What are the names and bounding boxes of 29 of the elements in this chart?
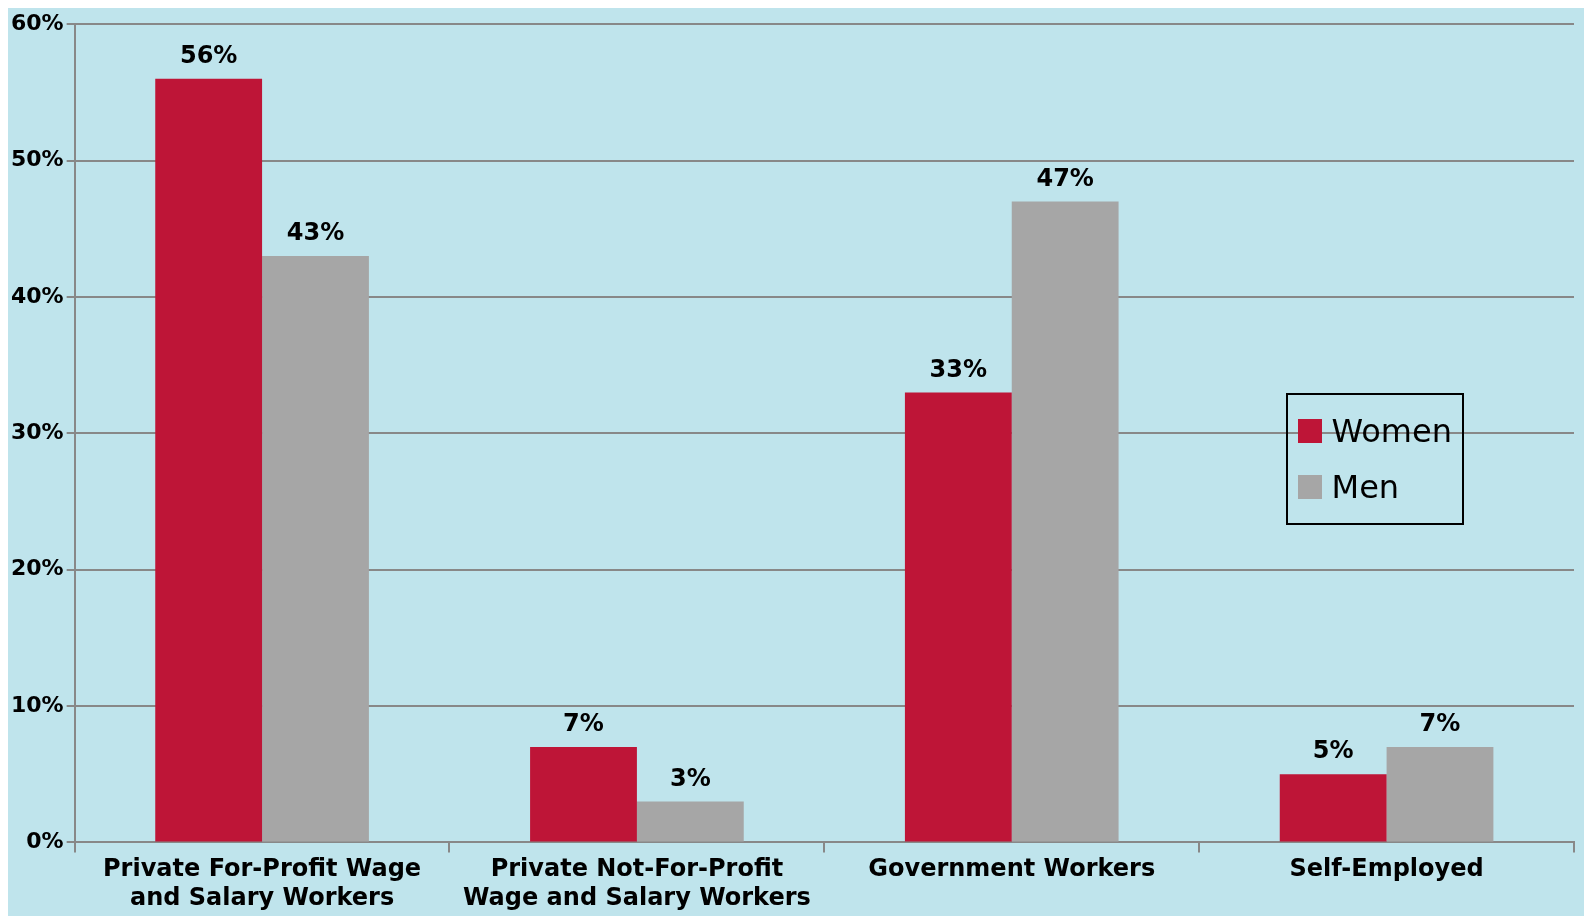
legend-label: Men <box>1331 467 1400 508</box>
data-label: 43% <box>286 218 345 247</box>
data-label: 3% <box>669 763 711 792</box>
x-tick-label: Government Workers <box>868 854 1156 883</box>
y-tick-label: 50% <box>10 146 64 172</box>
legend-label: Women <box>1331 411 1452 452</box>
data-label: 33% <box>929 354 988 383</box>
data-label: 47% <box>1036 163 1094 192</box>
y-tick-label: 10% <box>10 691 64 717</box>
data-label: 56% <box>179 40 238 69</box>
data-label: 7% <box>1419 709 1461 738</box>
bar <box>636 801 744 842</box>
data-label: 7% <box>563 709 604 738</box>
data-label: 5% <box>1312 736 1354 765</box>
y-tick-label: 60% <box>10 9 64 35</box>
bar <box>155 78 263 842</box>
y-tick-label: 0% <box>26 828 64 854</box>
y-tick-label: 40% <box>10 282 64 308</box>
bar <box>530 746 637 842</box>
x-tick-label: Private Not-For-Profit Wage and Salary Workers <box>462 854 811 911</box>
y-tick-label: 30% <box>10 419 64 445</box>
bar <box>1386 746 1494 842</box>
bar <box>904 392 1012 842</box>
bar <box>1279 774 1387 842</box>
x-tick-label: Private For-Profit Wage and Salary Workers <box>103 854 422 911</box>
bar <box>262 256 369 842</box>
bar <box>1011 201 1119 842</box>
y-tick-label: 20% <box>10 555 64 581</box>
x-tick-label: Self-Employed <box>1289 854 1484 883</box>
